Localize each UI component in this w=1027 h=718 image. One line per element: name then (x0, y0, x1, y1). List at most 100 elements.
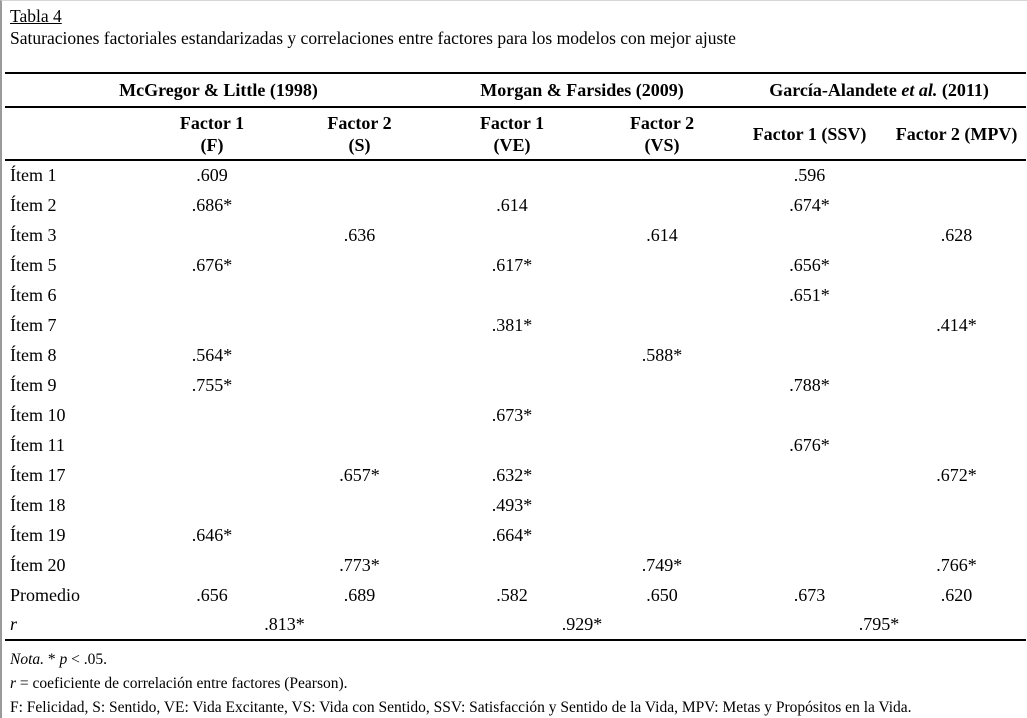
study-group-label: McGregor & Little (1998) (119, 79, 318, 100)
loading-value (432, 370, 592, 400)
factor-header-line1: Factor 1 (SSV) (752, 123, 867, 144)
loading-value (432, 550, 592, 580)
row-label: Promedio (10, 584, 80, 605)
loading-value: .381* (491, 314, 533, 335)
loading-value: .614 (496, 194, 528, 215)
loading-value (137, 430, 287, 460)
note-abbreviations: F: Felicidad, S: Sentido, VE: Vida Excit… (10, 699, 912, 716)
loading-value: .686* (191, 194, 233, 215)
loading-value: .657* (339, 464, 380, 485)
loading-value: .755* (191, 374, 233, 395)
loading-value (287, 490, 432, 520)
loading-value: .672* (936, 464, 977, 485)
loading-value: .773* (339, 554, 380, 575)
loading-value (137, 280, 287, 310)
table-row: Ítem 11 .676* (5, 430, 1026, 460)
loading-value (432, 280, 592, 310)
factor-header-row: Factor 1 (F) Factor 2 (S) Factor 1 (VE) Fac… (5, 107, 1027, 161)
note-r-definition: r = coeficiente de correlación entre fac… (10, 672, 1027, 696)
loading-value (432, 220, 592, 250)
loading-value: .632* (491, 464, 533, 485)
loading-value (137, 310, 287, 340)
factor-header-line2: (S) (348, 134, 371, 155)
loading-value (592, 520, 732, 550)
factor-header-line1: Factor 2 (629, 112, 695, 133)
factor-header-line2: (F) (200, 134, 224, 155)
loading-value (732, 490, 887, 520)
loading-value (887, 370, 1026, 400)
title-block: Tabla 4 Saturaciones factoriales estanda… (2, 1, 1027, 49)
loading-value: .673 (793, 584, 826, 605)
table-row: Ítem 8 .564* .588* (5, 340, 1026, 370)
factor-header-line2: (VE) (493, 134, 531, 155)
row-label: Ítem 2 (10, 194, 57, 215)
loading-value: .766* (936, 554, 977, 575)
table-row: Ítem 17 .657* .632* .672* (5, 460, 1026, 490)
loading-value (592, 460, 732, 490)
row-label: Ítem 1 (10, 165, 57, 185)
table-row: Ítem 5 .676* .617* .656* (5, 250, 1026, 280)
loading-value (592, 190, 732, 220)
study-group-morgan: Morgan & Farsides (2009) (432, 72, 733, 108)
study-group-garcia: García-Alandete et al. (2011) (732, 72, 1027, 108)
r-definition-text: = coeficiente de correlación entre facto… (16, 675, 348, 692)
table-row: Ítem 10 .673* (5, 400, 1026, 430)
correlation-value: .813* (137, 610, 433, 641)
loading-value (732, 550, 887, 580)
r-symbol: r (10, 675, 17, 692)
loading-value: .617* (491, 254, 533, 275)
loading-value (287, 340, 432, 370)
loading-value: .676* (191, 254, 233, 275)
loading-value (287, 520, 432, 550)
factor-loadings-table: McGregor & Little (1998) Morgan & Farsid… (5, 72, 1027, 641)
loading-value: .664* (491, 524, 533, 545)
factor-header-line2: (VS) (644, 134, 680, 155)
loading-value (732, 340, 887, 370)
loading-value (432, 340, 592, 370)
row-label: Ítem 8 (10, 344, 57, 365)
nota-word: Nota. (10, 651, 45, 668)
loading-value (887, 340, 1026, 370)
table-row: Ítem 9 .755* .788* (5, 370, 1026, 400)
loading-value (732, 220, 887, 250)
loading-value (287, 250, 432, 280)
row-label: Ítem 20 (10, 554, 66, 575)
note-significance: Nota. * p < .05. (10, 648, 1027, 672)
loading-value (137, 490, 287, 520)
table-row: Ítem 7 .381* .414* (5, 310, 1026, 340)
loading-value (287, 370, 432, 400)
loading-value: .414* (936, 314, 977, 335)
loading-value: .788* (789, 374, 830, 395)
loading-value (592, 400, 732, 430)
table-row: Ítem 2 .686* .614 .674* (5, 190, 1026, 220)
loading-value: .609 (196, 165, 228, 185)
loading-value (287, 310, 432, 340)
row-label: Ítem 18 (10, 494, 66, 515)
loading-value: .651* (789, 284, 830, 305)
note-asterisk: * (44, 651, 60, 668)
loading-value (287, 190, 432, 220)
loading-value (887, 250, 1026, 280)
table-row: Ítem 18 .493* (5, 490, 1026, 520)
loading-value (592, 310, 732, 340)
table-notes: Nota. * p < .05. r = coeficiente de corr… (10, 648, 1027, 718)
loading-value (137, 400, 287, 430)
factor-header-ve: Factor 1 (VE) (432, 107, 593, 161)
factor-header-vs: Factor 2 (VS) (592, 107, 733, 161)
table-row: Promedio .656 .689 .582 .650 .673 .620 (5, 580, 1026, 610)
table-number: Tabla 4 (10, 6, 62, 26)
loading-value (287, 280, 432, 310)
loading-value (287, 430, 432, 460)
stub-header (5, 107, 137, 161)
correlation-value: .929* (432, 610, 733, 641)
loading-value: .614 (646, 224, 678, 245)
row-label: Ítem 17 (10, 464, 66, 485)
loading-value (592, 490, 732, 520)
loading-value: .656* (789, 254, 830, 275)
study-group-label: García-Alandete (769, 79, 902, 100)
loading-value (592, 250, 732, 280)
p-symbol: p (59, 651, 68, 668)
table-caption: Saturaciones factoriales estandarizadas … (10, 28, 736, 48)
loading-value (592, 160, 732, 190)
